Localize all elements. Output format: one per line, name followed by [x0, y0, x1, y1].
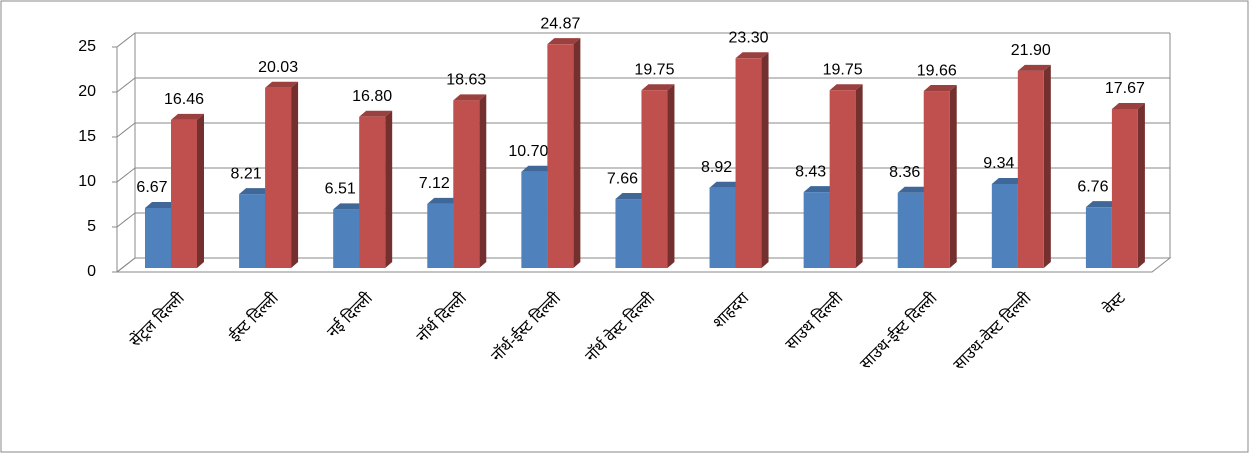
bar-top: [897, 186, 931, 193]
bar-side: [949, 85, 957, 268]
bar-front: [923, 91, 950, 268]
bar-side: [385, 110, 393, 268]
value-label: 8.92: [701, 159, 732, 176]
bar-top: [333, 203, 367, 210]
value-label: 19.75: [634, 61, 674, 78]
bar-front: [735, 58, 762, 268]
bar-top: [991, 177, 1025, 184]
bar-side: [197, 113, 204, 268]
y-tick-label: 20: [78, 83, 96, 100]
value-label: 7.12: [419, 175, 450, 192]
bar-front: [145, 207, 171, 268]
bar: [453, 94, 487, 268]
bar-top: [1111, 102, 1145, 109]
bar-top: [923, 85, 957, 92]
grid-line: [116, 167, 1170, 183]
bar-front: [991, 183, 1018, 268]
value-label: 6.51: [325, 181, 356, 198]
bar-side: [761, 52, 769, 268]
bar-front: [641, 90, 668, 268]
bar: [829, 84, 863, 268]
bar-top: [1017, 64, 1051, 71]
bar: [547, 38, 581, 268]
bar-top: [735, 52, 769, 59]
grid-line: [116, 32, 1170, 48]
bar-front: [333, 209, 360, 268]
value-label: 10.70: [508, 143, 548, 160]
bar: [1017, 64, 1051, 269]
y-tick-label: 0: [87, 263, 96, 280]
bar-front: [829, 90, 856, 268]
bar-front: [239, 194, 266, 268]
value-label: 8.36: [889, 164, 920, 181]
bar-front: [453, 100, 480, 268]
value-label: 20.03: [258, 59, 298, 76]
bar-top: [521, 165, 555, 172]
value-label: 24.87: [540, 15, 580, 32]
bar-front: [1017, 70, 1044, 269]
bar-front: [521, 171, 548, 268]
value-label: 19.66: [917, 62, 957, 79]
bar: [735, 52, 769, 268]
bar-top: [427, 197, 461, 204]
bar: [1111, 102, 1145, 268]
bar-front: [547, 44, 574, 268]
bar: [265, 81, 299, 268]
bar-front: [171, 119, 197, 268]
bar-side: [855, 84, 863, 268]
bar-front: [427, 203, 454, 268]
bar-side: [1137, 102, 1145, 268]
bar-top: [803, 186, 837, 193]
bar-side: [667, 84, 675, 268]
bar-top: [453, 94, 487, 101]
value-label: 17.67: [1105, 80, 1145, 97]
bar-front: [709, 187, 736, 268]
bar: [359, 110, 393, 268]
bar-front: [615, 199, 642, 268]
bar-side: [573, 38, 581, 268]
grid-line: [116, 77, 1170, 93]
value-label: 23.30: [729, 30, 769, 47]
value-label: 7.66: [607, 170, 638, 187]
bar: [923, 85, 957, 268]
grid-line: [116, 122, 1170, 138]
bar-front: [1085, 207, 1112, 268]
bar-top: [265, 81, 299, 88]
bar-front: [803, 192, 830, 268]
bar-side: [1043, 64, 1051, 269]
bar-top: [171, 113, 204, 120]
bar-top: [829, 84, 863, 91]
y-tick-label: 25: [78, 38, 96, 55]
value-label: 21.90: [1011, 42, 1051, 59]
value-label: 9.34: [983, 155, 1014, 172]
bar-top: [1085, 201, 1119, 208]
value-label: 8.43: [795, 163, 826, 180]
bar-front: [265, 87, 292, 268]
bar-side: [291, 81, 299, 268]
value-label: 8.21: [231, 165, 262, 182]
value-label: 16.80: [352, 88, 392, 105]
bar: [641, 84, 675, 268]
bar-side: [479, 94, 487, 268]
value-label: 16.46: [164, 91, 204, 108]
y-tick-label: 5: [87, 218, 96, 235]
bar-top: [359, 110, 393, 117]
bar-top: [239, 188, 273, 195]
bar-top: [547, 38, 581, 45]
bar-top: [641, 84, 675, 91]
bar-front: [359, 116, 386, 268]
value-label: 6.67: [136, 179, 167, 196]
bar-front: [897, 192, 924, 268]
y-tick-label: 10: [78, 173, 96, 190]
bar-top: [145, 201, 178, 208]
bar-top: [615, 193, 649, 200]
value-label: 19.75: [823, 61, 863, 78]
bar: [171, 113, 204, 268]
value-label: 6.76: [1077, 178, 1108, 195]
value-label: 18.63: [446, 72, 486, 89]
bar-top: [709, 181, 743, 188]
bar-front: [1111, 108, 1138, 268]
y-tick-label: 15: [78, 128, 96, 145]
